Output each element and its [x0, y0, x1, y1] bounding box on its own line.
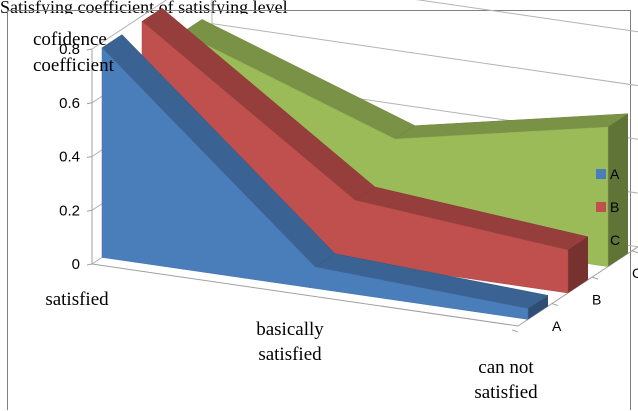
y-tick-label: 0 [72, 256, 80, 273]
x-tick-label: can not [478, 357, 534, 378]
area-side-face [608, 113, 628, 267]
y-tick [86, 263, 93, 266]
depth-tick-label: B [592, 291, 601, 307]
depth-tick [591, 276, 599, 280]
chart-areas [101, 7, 629, 320]
y-tick [86, 48, 93, 51]
legend-label: B [610, 199, 619, 215]
legend-swatch-A [596, 169, 606, 179]
area-side-face [528, 295, 548, 320]
legend-swatch-C [596, 235, 606, 245]
depth-tick-label: A [552, 318, 562, 334]
depth-tick [511, 329, 519, 333]
y-axis-title: cofidence [33, 29, 107, 50]
y-tick-label: 0.2 [59, 202, 80, 219]
depth-tick [551, 303, 559, 307]
x-tick-label: satisfied [45, 289, 109, 310]
y-tick-label: 0.6 [59, 95, 80, 112]
legend-swatch-B [596, 202, 606, 212]
area-series-A [101, 34, 549, 320]
y-tick-label: 0.8 [59, 41, 80, 58]
area-side-face [568, 236, 588, 293]
y-tick [86, 102, 93, 105]
x-tick-label: satisfied [474, 382, 538, 403]
y-tick [86, 209, 93, 212]
y-tick-label: 0.4 [59, 149, 80, 166]
gridline [91, 0, 638, 50]
depth-tick-label: C [632, 265, 638, 281]
x-tick-label: satisfied [258, 344, 322, 365]
x-axis-line [91, 263, 519, 327]
chart-legend: A B C [596, 166, 620, 248]
legend-label: C [610, 232, 620, 248]
chart-frame [7, 10, 631, 410]
legend-label: A [610, 166, 620, 182]
area-front-face [101, 47, 529, 320]
x-tick-label: basically [256, 319, 324, 340]
depth-tick [631, 250, 638, 254]
y-tick [86, 156, 93, 158]
y-axis-title: coefficient [33, 55, 115, 76]
